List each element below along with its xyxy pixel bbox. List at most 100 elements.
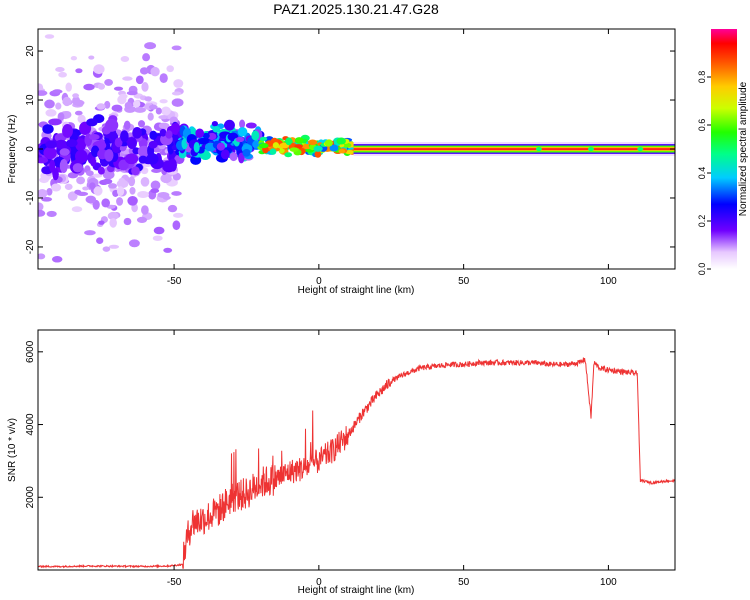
spectrogram-cell xyxy=(45,140,57,149)
spectrogram-cell xyxy=(134,106,146,113)
spectrogram-cell xyxy=(122,76,133,81)
spectrogram-cell xyxy=(341,142,352,148)
spectrogram-cell xyxy=(153,226,165,235)
spectrogram-y-ticks: -20 -10 0 10 20 xyxy=(25,45,675,254)
spectrogram-cell xyxy=(167,204,178,213)
colorbar-gradient xyxy=(711,29,737,269)
spectrogram-cell xyxy=(158,122,170,129)
spectrogram-cell xyxy=(88,55,95,60)
snr-x-ticks: -50 0 50 100 xyxy=(167,330,617,588)
spectrogram-cell xyxy=(336,137,346,145)
spectrogram-cell xyxy=(238,152,245,164)
spectrogram-cell xyxy=(149,130,158,140)
spectrogram-cell xyxy=(251,130,260,141)
spectrogram-cell xyxy=(123,217,132,226)
colorbar-ticks: 0.0 0.2 0.4 0.6 0.8 xyxy=(697,71,711,276)
spectrogram-cell xyxy=(150,180,161,190)
spectrogram-cell xyxy=(102,178,113,185)
spectrogram-heatmap xyxy=(38,34,675,263)
spectrogram-cell xyxy=(116,197,124,206)
spectrogram-panel: -50 0 50 100 -20 -10 0 10 20 Height of straight… xyxy=(7,28,676,296)
spectrogram-cell xyxy=(150,66,160,77)
spectrogram-cell xyxy=(54,139,68,149)
spectrogram-cell xyxy=(90,157,97,167)
spectrogram-cell xyxy=(313,145,323,152)
y-tick-label: 2000 xyxy=(25,486,36,509)
spectrogram-band xyxy=(353,148,675,150)
spectrogram-cell xyxy=(62,124,73,138)
spectrogram-cell xyxy=(148,140,158,149)
spectrogram-cell xyxy=(101,198,111,208)
spectrogram-cell xyxy=(93,186,103,196)
y-tick-label: -10 xyxy=(25,190,36,205)
spectrogram-cell xyxy=(70,56,78,61)
spectrogram-cell xyxy=(197,137,209,145)
spectrogram-cell xyxy=(76,176,86,185)
spectrogram-cell xyxy=(77,114,86,124)
spectrogram-cell xyxy=(294,137,304,144)
spectrogram-cell xyxy=(181,138,188,150)
spectrogram-cell xyxy=(126,90,138,96)
spectrogram-cell xyxy=(235,136,245,143)
spectrogram-cell xyxy=(224,119,235,131)
spectrogram-cell xyxy=(211,120,218,127)
spectrogram-cell xyxy=(72,163,84,173)
spectrogram-cell xyxy=(108,244,120,249)
spectrogram-cell xyxy=(140,176,150,187)
spectrogram-cell xyxy=(285,137,293,146)
spectrogram-cell xyxy=(166,65,174,73)
spectrogram-cell xyxy=(86,118,98,127)
spectrogram-cell xyxy=(41,196,53,202)
spectrogram-cell xyxy=(38,209,46,217)
spectrogram-cell xyxy=(129,186,136,195)
snr-y-axis-label: SNR (10 * v/v) xyxy=(7,418,18,482)
spectrogram-cell xyxy=(137,145,151,158)
snr-x-axis-label: Height of straight line (km) xyxy=(298,585,415,596)
spectrogram-cell xyxy=(48,118,62,126)
spectrogram-cell xyxy=(216,142,226,151)
spectrogram-cell xyxy=(259,136,268,141)
colorbar-tick-label: 0.0 xyxy=(697,263,707,276)
spectrogram-cell xyxy=(116,179,129,189)
spectrogram-cell xyxy=(38,157,49,164)
spectrogram-cell xyxy=(55,66,65,73)
spectrogram-cell xyxy=(147,112,154,121)
spectrogram-cell xyxy=(82,186,89,191)
spectrogram-cell xyxy=(158,115,169,120)
spectrogram-cell xyxy=(170,122,181,135)
spectrogram-cell xyxy=(72,96,81,106)
spectrogram-cell xyxy=(141,205,149,215)
spectrogram-y-axis-label: Frequency (Hz) xyxy=(7,115,18,184)
spectrogram-cell xyxy=(171,98,184,107)
snr-y-ticks: 2000 4000 6000 xyxy=(25,340,675,508)
spectrogram-cell xyxy=(124,102,132,109)
spectrogram-cell xyxy=(159,99,168,104)
spectrogram-cell xyxy=(104,149,114,162)
spectrogram-cell xyxy=(588,147,594,151)
spectrogram-cell xyxy=(307,139,318,146)
y-tick-label: 20 xyxy=(25,45,36,57)
spectrogram-cell xyxy=(58,71,67,78)
spectrogram-cell xyxy=(44,34,55,39)
spectrogram-cell xyxy=(138,155,148,164)
x-tick-label: 100 xyxy=(600,577,617,588)
spectrogram-cell xyxy=(136,216,148,224)
spectrogram-cell xyxy=(272,142,280,149)
spectrogram-cell xyxy=(55,102,62,110)
spectrogram-cell xyxy=(132,126,142,139)
spectrogram-cell xyxy=(120,130,129,143)
spectrogram-cell xyxy=(84,230,96,236)
spectrogram-cell xyxy=(67,172,79,179)
spectrogram-cell xyxy=(258,143,269,149)
spectrogram-cell xyxy=(46,210,57,217)
spectrogram-cell xyxy=(535,147,542,151)
y-tick-label: 0 xyxy=(25,146,36,152)
spectrogram-cell xyxy=(49,159,56,173)
spectrogram-cell xyxy=(128,239,140,248)
spectrogram-cell xyxy=(237,127,248,137)
y-tick-label: 10 xyxy=(25,94,36,106)
spectrogram-cell xyxy=(163,247,173,253)
spectrogram-cell xyxy=(97,166,105,175)
spectrogram-cell xyxy=(133,100,141,108)
spectrogram-cell xyxy=(74,110,83,116)
